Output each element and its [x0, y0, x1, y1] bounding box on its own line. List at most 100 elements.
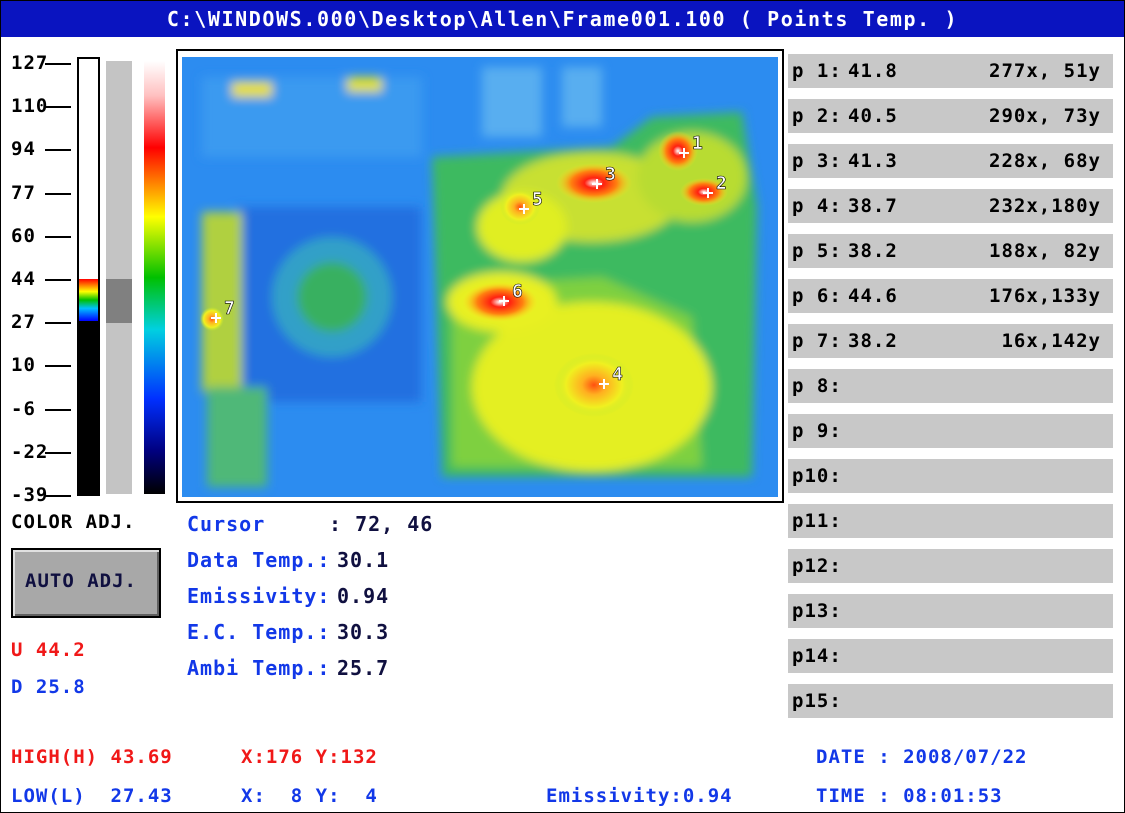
point-label: p11:	[792, 509, 842, 533]
point-temp: 38.7	[848, 194, 898, 218]
marker-label: 4	[612, 364, 623, 385]
point-row: p 9:	[788, 414, 1113, 448]
scale-label: -39	[11, 483, 48, 507]
scale-label: 60	[11, 224, 36, 248]
slider-range	[79, 279, 98, 321]
point-label: p15:	[792, 689, 842, 713]
scale-dash	[45, 365, 71, 367]
point-temp: 41.8	[848, 59, 898, 83]
palette	[144, 61, 165, 494]
point-row: p 3:41.3 228x, 68y	[788, 144, 1113, 178]
point-row: p 7:38.2 16x,142y	[788, 324, 1113, 358]
scale-label: -6	[11, 397, 36, 421]
marker: 1	[679, 133, 703, 158]
point-label: p 1:	[792, 59, 842, 83]
point-row: p11:	[788, 504, 1113, 538]
marker-label: 2	[716, 173, 727, 194]
scale-label: 110	[11, 94, 48, 118]
info-label: Ambi Temp.:	[187, 656, 330, 680]
info-value: 25.7	[337, 656, 389, 680]
marker: 4	[599, 364, 623, 389]
point-temp: 41.3	[848, 149, 898, 173]
point-row: p 6:44.6 176x,133y	[788, 279, 1113, 313]
scale-dash	[45, 495, 71, 497]
date: DATE : 2008/07/22	[816, 745, 1027, 769]
point-row: p12:	[788, 549, 1113, 583]
point-label: p14:	[792, 644, 842, 668]
scale-dash	[45, 279, 71, 281]
scale-dash	[45, 193, 71, 195]
scale-dash	[45, 322, 71, 324]
emissivity-status: Emissivity:0.94	[546, 784, 733, 808]
range-block	[106, 279, 132, 323]
point-label: p 5:	[792, 239, 842, 263]
marker: 3	[592, 164, 616, 189]
scale-label: 77	[11, 181, 36, 205]
point-temp: 38.2	[848, 239, 898, 263]
info-label: Emissivity:	[187, 584, 330, 608]
point-row: p 1:41.8277x, 51y	[788, 54, 1113, 88]
point-row: p 5:38.2 188x, 82y	[788, 234, 1113, 268]
point-label: p 4:	[792, 194, 842, 218]
range-bar	[106, 61, 132, 494]
color-scale	[1, 1, 181, 511]
marker: 5	[519, 189, 543, 214]
scale-label: 44	[11, 267, 36, 291]
marker: 7	[211, 298, 235, 323]
low-position: X: 8 Y: 4	[241, 784, 378, 808]
marker-label: 5	[532, 189, 543, 210]
marker-label: 6	[512, 281, 523, 302]
point-position: 176x,133y	[989, 284, 1101, 308]
marker: 2	[703, 173, 727, 198]
point-position: 188x, 82y	[989, 239, 1101, 263]
scale-dash	[45, 236, 71, 238]
high-temp: HIGH(H) 43.69	[11, 745, 173, 769]
scale-label: 27	[11, 310, 36, 334]
point-row: p13:	[788, 594, 1113, 628]
point-position: 290x, 73y	[989, 104, 1101, 128]
upper-limit: U 44.2	[11, 638, 86, 662]
thermal-viewer: C:\WINDOWS.000\Desktop\Allen\Frame001.10…	[0, 0, 1125, 813]
point-position: 232x,180y	[989, 194, 1101, 218]
point-temp: 44.6	[848, 284, 898, 308]
scale-dash	[45, 63, 71, 65]
point-label: p13:	[792, 599, 842, 623]
marker-label: 7	[224, 298, 235, 319]
info-value: : 72, 46	[329, 512, 433, 536]
high-position: X:176 Y:132	[241, 745, 378, 769]
point-label: p10:	[792, 464, 842, 488]
info-label: E.C. Temp.:	[187, 620, 330, 644]
time: TIME : 08:01:53	[816, 784, 1003, 808]
point-row: p10:	[788, 459, 1113, 493]
marker-label: 1	[692, 133, 703, 154]
point-temp: 38.2	[848, 329, 898, 353]
scale-dash	[45, 409, 71, 411]
scale-label: -22	[11, 440, 48, 464]
scale-dash	[45, 149, 71, 151]
point-position: 16x,142y	[1001, 329, 1101, 353]
low-temp: LOW(L) 27.43	[11, 784, 173, 808]
point-label: p12:	[792, 554, 842, 578]
point-label: p 6:	[792, 284, 842, 308]
info-label: Data Temp.:	[187, 548, 330, 572]
point-position: 228x, 68y	[989, 149, 1101, 173]
point-temp: 40.5	[848, 104, 898, 128]
point-row: p 8:	[788, 369, 1113, 403]
info-value: 0.94	[337, 584, 389, 608]
scale-dash	[45, 106, 71, 108]
point-label: p 3:	[792, 149, 842, 173]
scale-dash	[45, 452, 71, 454]
point-row: p 4:38.7 232x,180y	[788, 189, 1113, 223]
scale-label: 10	[11, 353, 36, 377]
slider-low	[79, 321, 98, 494]
auto-adjust-text[interactable]: AUTO ADJ.	[25, 569, 137, 593]
point-row: p15:	[788, 684, 1113, 718]
point-label: p 7:	[792, 329, 842, 353]
color-adj-label: COLOR ADJ.	[11, 510, 135, 534]
scale-label: 94	[11, 137, 36, 161]
point-row: p14:	[788, 639, 1113, 673]
info-value: 30.1	[337, 548, 389, 572]
scale-label: 127	[11, 51, 48, 75]
point-label: p 9:	[792, 419, 842, 443]
